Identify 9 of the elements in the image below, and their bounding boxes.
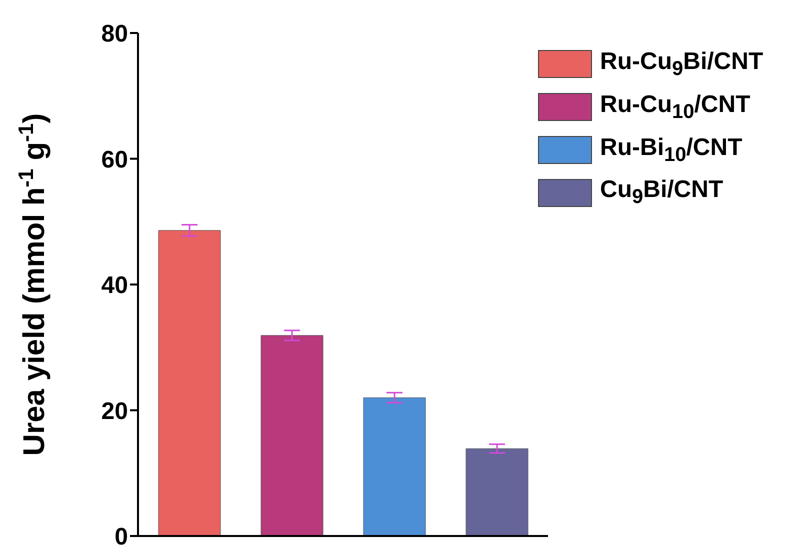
legend-label: Ru-Bi$_{10}$/CNT — [600, 134, 742, 166]
y-tick-label: 20 — [101, 398, 128, 425]
y-tick-label: 60 — [101, 146, 128, 174]
y-tick-label: 40 — [101, 272, 128, 300]
y-tick-label: 0 — [114, 524, 128, 546]
legend-label: Ru-Cu$_{9}$Bi/CNT — [600, 48, 764, 81]
legend-label: Cu$_{9}$Bi/CNT — [600, 176, 724, 210]
legend-label: Ru-Cu$_{10}$/CNT — [600, 90, 750, 124]
y-tick-label: 80 — [101, 20, 128, 48]
